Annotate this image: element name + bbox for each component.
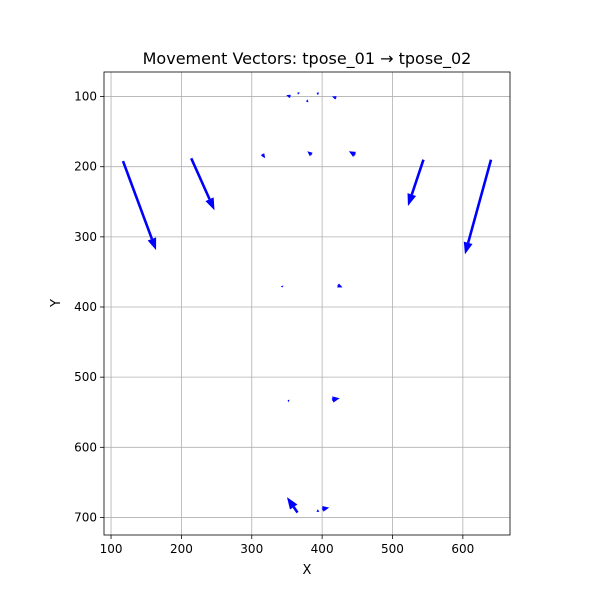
vector-arrow: [316, 509, 320, 512]
vector-arrow: [331, 396, 340, 403]
vector-arrow: [316, 92, 320, 96]
y-tick-label: 400: [74, 300, 97, 314]
vector-field: [121, 92, 493, 514]
y-tick-label: 600: [74, 440, 97, 454]
x-axis-ticks: 100 200 300 400 500 600: [100, 535, 474, 556]
vector-arrow: [348, 151, 356, 157]
y-tick-label: 300: [74, 230, 97, 244]
y-axis-ticks: 100 200 300 400 500 600 700: [74, 90, 104, 524]
vector-arrow: [463, 159, 493, 255]
y-tick-label: 500: [74, 370, 97, 384]
x-axis-label: X: [303, 563, 312, 578]
plot-frame: [103, 71, 511, 536]
vector-arrow: [307, 151, 313, 157]
chart-title: Movement Vectors: tpose_01 → tpose_02: [143, 49, 472, 69]
vector-arrow: [260, 153, 266, 159]
vector-arrow: [280, 285, 284, 288]
vector-arrow: [121, 160, 157, 251]
vector-arrow: [321, 506, 330, 512]
y-tick-label: 200: [74, 160, 97, 174]
x-tick-label: 400: [311, 542, 334, 556]
vector-arrow: [331, 96, 337, 100]
vector-arrow: [407, 159, 425, 206]
vector-arrow: [190, 157, 215, 211]
vector-arrow: [287, 399, 290, 403]
y-axis-label: Y: [49, 299, 64, 308]
y-tick-label: 100: [74, 90, 97, 104]
grid-lines: [104, 72, 510, 535]
x-tick-label: 600: [451, 542, 474, 556]
y-tick-label: 700: [74, 510, 97, 524]
vector-arrow: [337, 283, 343, 288]
x-tick-label: 200: [170, 542, 193, 556]
vector-arrow: [286, 94, 291, 99]
x-tick-label: 100: [100, 542, 123, 556]
x-tick-label: 300: [240, 542, 263, 556]
vector-arrow: [286, 497, 299, 514]
vector-arrow: [297, 92, 300, 95]
x-tick-label: 500: [381, 542, 404, 556]
vector-arrow: [305, 99, 309, 103]
